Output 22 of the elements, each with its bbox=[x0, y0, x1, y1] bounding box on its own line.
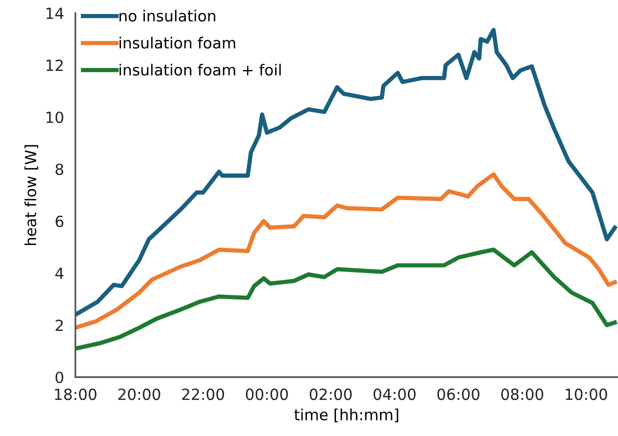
y-tick-label: 14 bbox=[46, 8, 64, 19]
y-axis-title: heat flow [W] bbox=[24, 145, 38, 246]
x-tick-label: 02:00 bbox=[310, 388, 352, 400]
x-tick-label: 10:00 bbox=[566, 388, 608, 400]
y-tick-label: 6 bbox=[56, 216, 64, 228]
x-tick-label: 06:00 bbox=[437, 388, 480, 400]
x-tick-label: 08:00 bbox=[501, 388, 544, 400]
x-axis-title: time [hh:mm] bbox=[294, 408, 398, 422]
legend-label: no insulation bbox=[120, 10, 216, 22]
x-tick-label: 20:00 bbox=[118, 388, 160, 400]
x-tick-label: 04:00 bbox=[374, 388, 416, 400]
legend-label: insulation foam + foil bbox=[120, 64, 281, 76]
x-tick-label: 22:00 bbox=[182, 388, 224, 400]
y-tick-label: 10 bbox=[46, 112, 64, 124]
x-tick-label: 00:00 bbox=[246, 388, 288, 400]
y-tick-label: 2 bbox=[56, 320, 63, 331]
x-tick-label: 18:00 bbox=[55, 388, 96, 400]
y-tick-label: 8 bbox=[56, 164, 64, 176]
y-tick-label: 12 bbox=[46, 60, 63, 71]
legend-label: insulation foam bbox=[120, 36, 236, 49]
y-tick-label: 0 bbox=[56, 372, 64, 384]
y-tick-label: 4 bbox=[55, 268, 64, 279]
